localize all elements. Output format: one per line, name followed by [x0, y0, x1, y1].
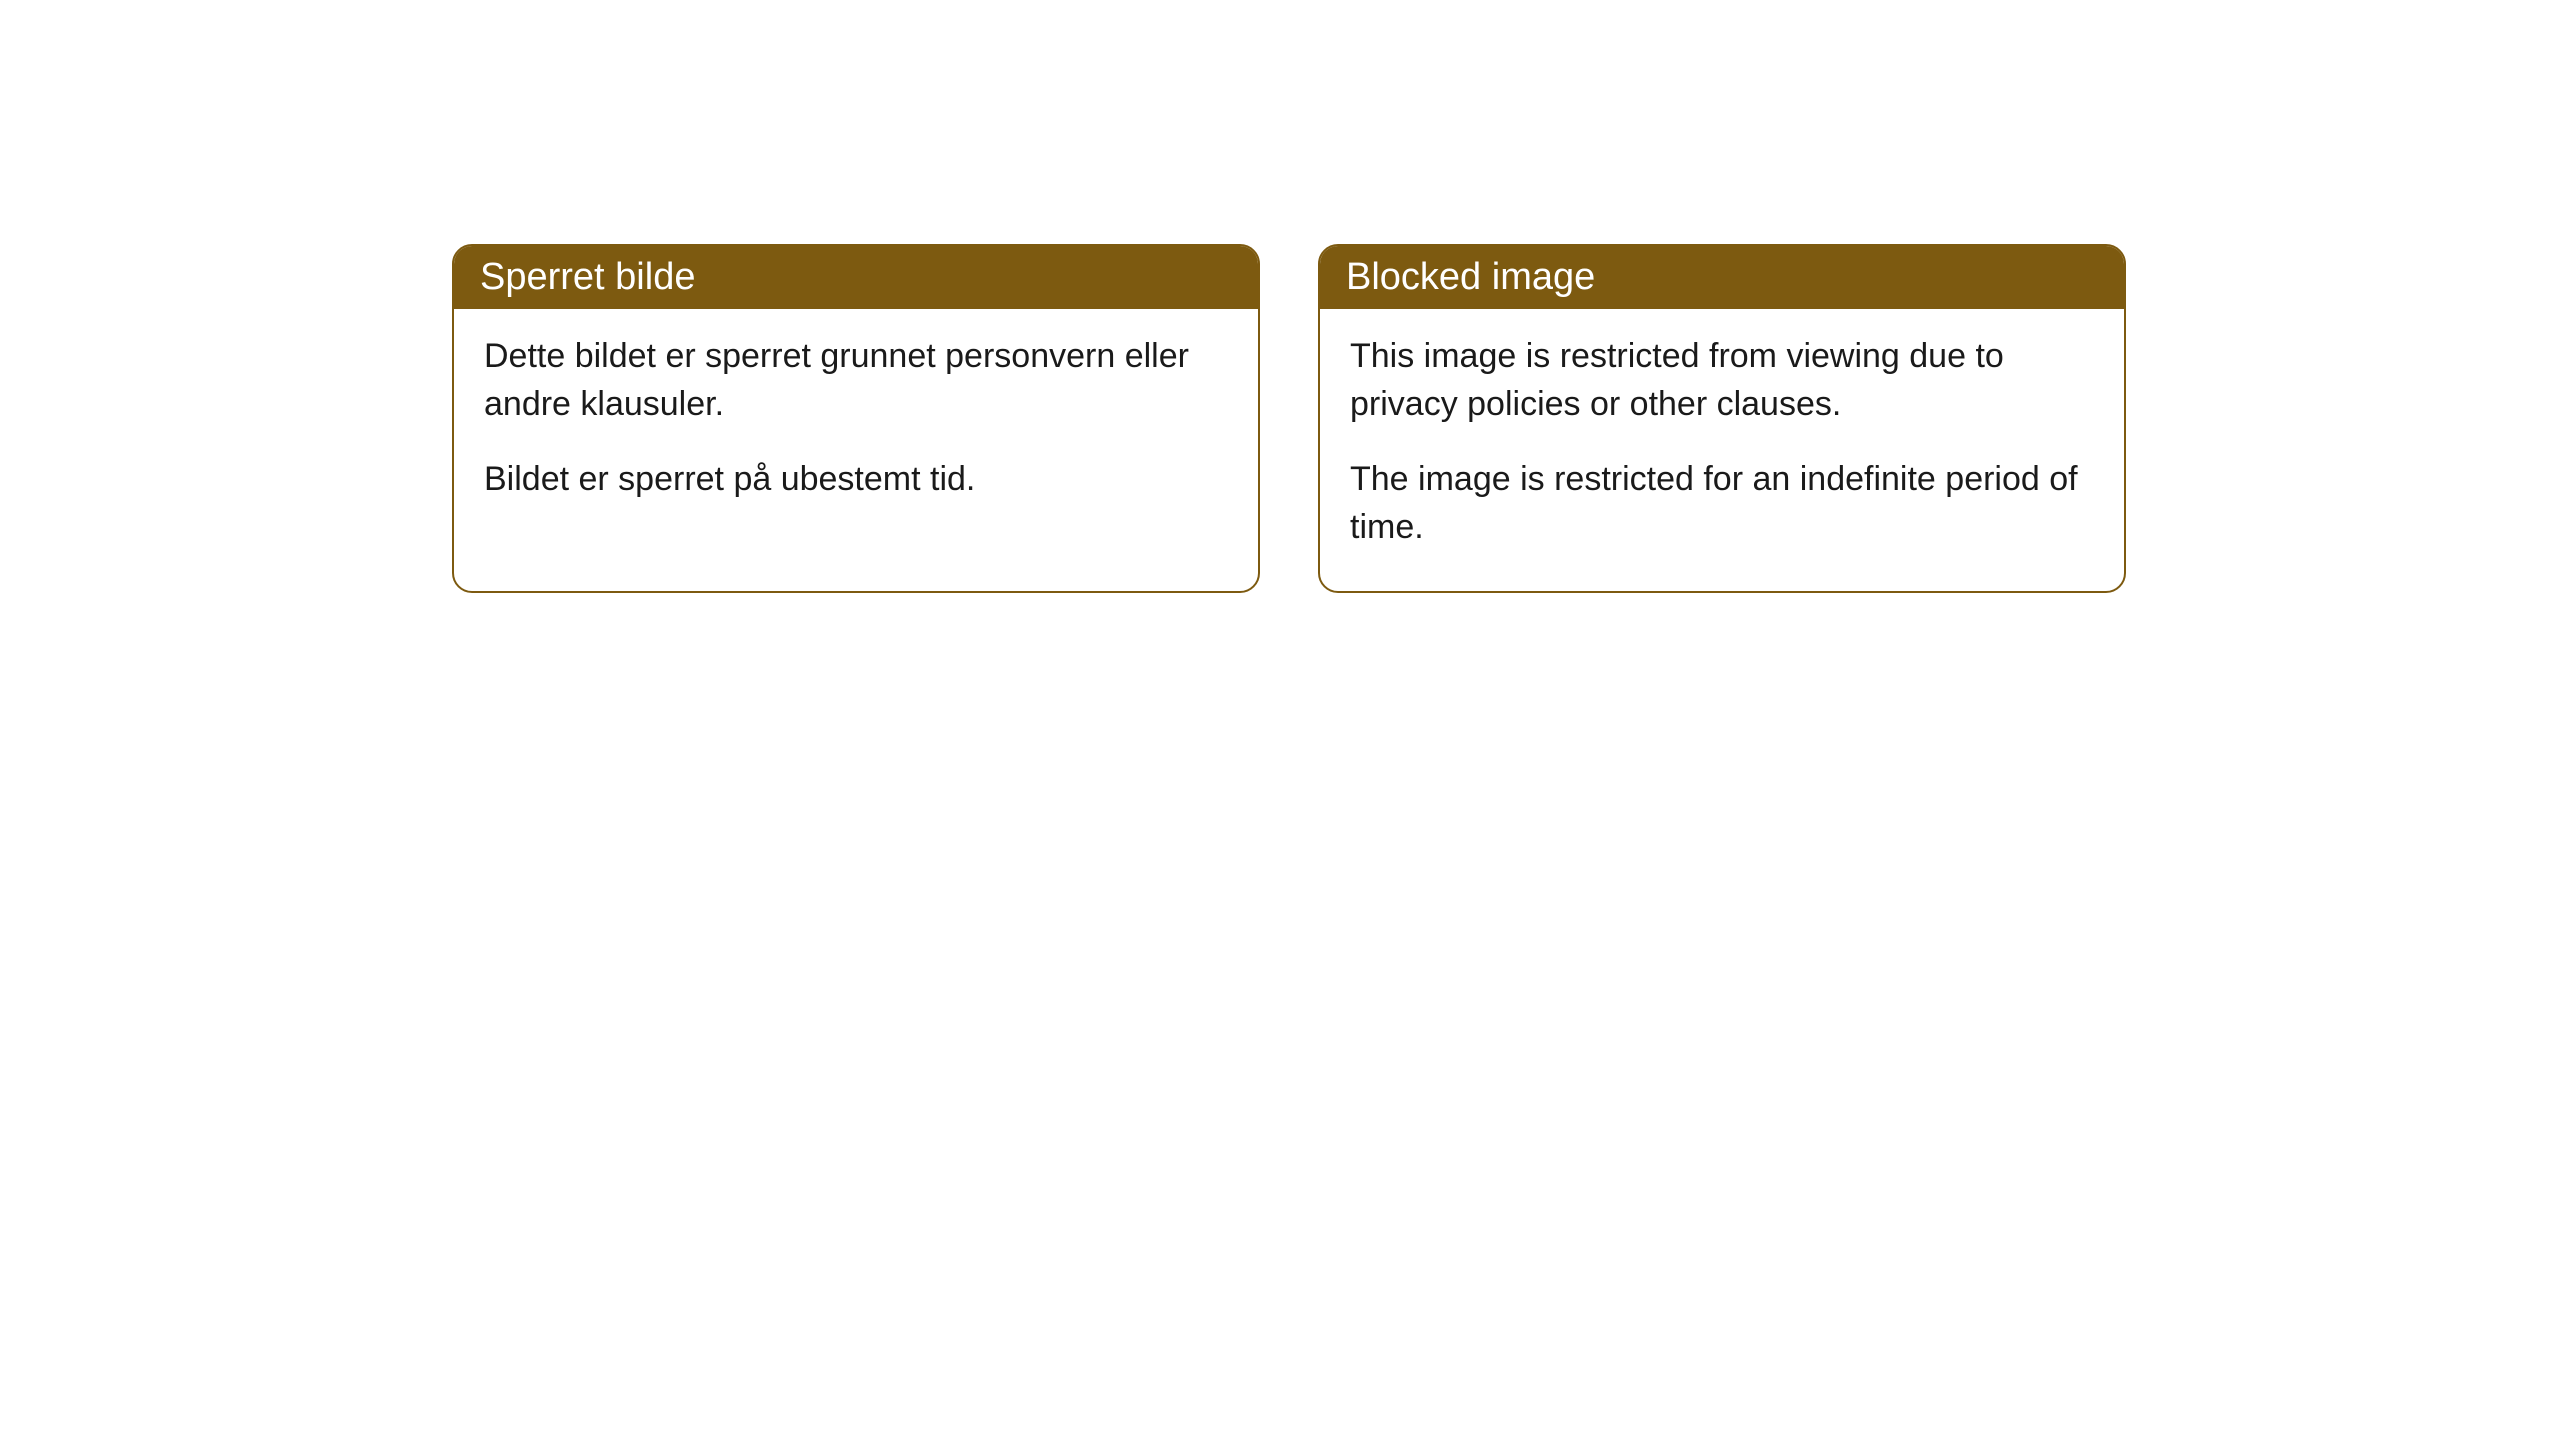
card-title: Sperret bilde — [480, 256, 695, 298]
card-title: Blocked image — [1346, 256, 1595, 298]
blocked-image-card-english: Blocked image This image is restricted f… — [1318, 244, 2126, 593]
cards-container: Sperret bilde Dette bildet er sperret gr… — [452, 244, 2126, 593]
card-paragraph: The image is restricted for an indefinit… — [1350, 456, 2094, 551]
card-paragraph: Bildet er sperret på ubestemt tid. — [484, 456, 1228, 504]
card-body: This image is restricted from viewing du… — [1320, 309, 2124, 591]
blocked-image-card-norwegian: Sperret bilde Dette bildet er sperret gr… — [452, 244, 1260, 593]
card-paragraph: This image is restricted from viewing du… — [1350, 333, 2094, 428]
card-paragraph: Dette bildet er sperret grunnet personve… — [484, 333, 1228, 428]
card-body: Dette bildet er sperret grunnet personve… — [454, 309, 1258, 544]
card-header: Blocked image — [1320, 246, 2124, 309]
card-header: Sperret bilde — [454, 246, 1258, 309]
